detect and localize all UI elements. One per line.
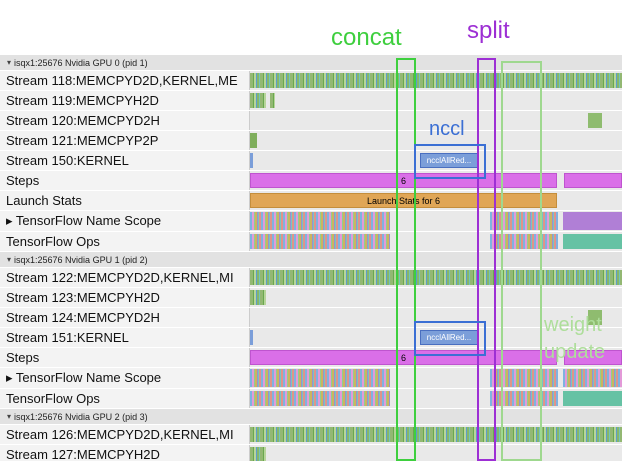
timeline-track	[250, 368, 622, 388]
timeline-track: ncclAllRed...	[250, 328, 622, 347]
trace-event[interactable]	[564, 350, 622, 365]
rows-container: ▾ isqx1:25676 Nvidia GPU 0 (pid 1) Stream …	[0, 55, 622, 461]
trace-event[interactable]	[564, 173, 622, 188]
timeline-track	[250, 71, 622, 90]
trace-event[interactable]	[250, 212, 390, 230]
timeline-row[interactable]: Stream 124:MEMCPYD2H	[0, 308, 622, 328]
timeline-track	[250, 211, 622, 231]
collapse-arrow-icon[interactable]: ▾	[7, 412, 12, 421]
trace-event[interactable]	[250, 391, 390, 406]
group-label: isqx1:25676 Nvidia GPU 0 (pid 1)	[14, 57, 148, 68]
timeline-track	[250, 288, 622, 307]
row-label: ▸ TensorFlow Name Scope	[0, 211, 250, 231]
timeline-track	[250, 131, 622, 150]
row-label: TensorFlow Ops	[0, 232, 250, 251]
timeline-track	[250, 232, 622, 251]
timeline-row[interactable]: Launch Stats Launch Stats for 6	[0, 191, 622, 211]
gpu-group-header[interactable]: ▾ isqx1:25676 Nvidia GPU 0 (pid 1)	[0, 55, 622, 71]
row-label: Stream 127:MEMCPYH2D	[0, 445, 250, 461]
timeline-row[interactable]: Stream 120:MEMCPYD2H	[0, 111, 622, 131]
trace-event[interactable]	[490, 234, 558, 249]
trace-event[interactable]	[490, 391, 558, 406]
row-label: Steps	[0, 348, 250, 367]
timeline-track	[250, 308, 622, 327]
trace-event[interactable]: Launch Stats for 6	[250, 193, 557, 208]
timeline-track	[250, 111, 622, 130]
trace-event[interactable]	[250, 330, 253, 345]
trace-event[interactable]	[250, 153, 253, 168]
trace-event[interactable]	[563, 369, 622, 387]
trace-event[interactable]	[250, 369, 390, 387]
trace-event[interactable]	[250, 73, 622, 88]
timeline-row[interactable]: TensorFlow Ops	[0, 232, 622, 252]
trace-event[interactable]: 6	[250, 350, 557, 365]
trace-event[interactable]	[563, 212, 622, 230]
trace-event[interactable]	[490, 212, 558, 230]
trace-event[interactable]	[270, 93, 275, 108]
row-label: Stream 118:MEMCPYD2D,KERNEL,ME	[0, 71, 250, 90]
row-label: Stream 150:KERNEL	[0, 151, 250, 170]
timeline-row[interactable]: Stream 126:MEMCPYD2D,KERNEL,MI	[0, 425, 622, 445]
trace-event[interactable]	[250, 447, 266, 461]
timeline-track	[250, 268, 622, 287]
timeline-track	[250, 91, 622, 110]
collapse-arrow-icon[interactable]: ▾	[7, 58, 12, 67]
timeline-track: 6	[250, 348, 622, 367]
row-label: TensorFlow Ops	[0, 389, 250, 408]
timeline-row[interactable]: Steps 6	[0, 348, 622, 368]
trace-event[interactable]	[563, 391, 622, 406]
trace-event[interactable]	[563, 234, 622, 249]
timeline-track: ncclAllRed...	[250, 151, 622, 170]
timeline-row[interactable]: TensorFlow Ops	[0, 389, 622, 409]
timeline-row[interactable]: Steps 6	[0, 171, 622, 191]
trace-event[interactable]	[588, 310, 602, 325]
trace-event[interactable]	[250, 290, 266, 305]
collapse-arrow-icon[interactable]: ▾	[7, 255, 12, 264]
timeline-row[interactable]: Stream 121:MEMCPYP2P	[0, 131, 622, 151]
timeline-row[interactable]: Stream 150:KERNEL ncclAllRed...	[0, 151, 622, 171]
gpu-group-header[interactable]: ▾ isqx1:25676 Nvidia GPU 2 (pid 3)	[0, 409, 622, 425]
trace-event[interactable]: ncclAllRed...	[420, 330, 478, 345]
trace-event[interactable]	[588, 113, 602, 128]
split-annotation-label: split	[467, 17, 510, 44]
timeline-row[interactable]: Stream 151:KERNEL ncclAllRed...	[0, 328, 622, 348]
timeline-row[interactable]: Stream 122:MEMCPYD2D,KERNEL,MI	[0, 268, 622, 288]
group-label: isqx1:25676 Nvidia GPU 2 (pid 3)	[14, 411, 148, 422]
trace-event[interactable]	[250, 93, 266, 108]
trace-event[interactable]	[250, 133, 257, 148]
timeline-track: 6	[250, 171, 622, 190]
timeline-row[interactable]: Stream 123:MEMCPYH2D	[0, 288, 622, 308]
timeline-row[interactable]: Stream 118:MEMCPYD2D,KERNEL,ME	[0, 71, 622, 91]
concat-annotation-label: concat	[331, 24, 402, 51]
timeline-track: Launch Stats for 6	[250, 191, 622, 210]
timeline-row[interactable]: Stream 127:MEMCPYH2D	[0, 445, 622, 461]
trace-event[interactable]	[250, 234, 390, 249]
row-label: ▸ TensorFlow Name Scope	[0, 368, 250, 388]
group-label: isqx1:25676 Nvidia GPU 1 (pid 2)	[14, 254, 148, 265]
row-label: Stream 119:MEMCPYH2D	[0, 91, 250, 110]
trace-event[interactable]	[250, 270, 622, 285]
timeline-row[interactable]: ▸ TensorFlow Name Scope	[0, 211, 622, 232]
trace-event[interactable]: 6	[250, 173, 557, 188]
timeline-track	[250, 445, 622, 461]
trace-event[interactable]	[490, 369, 558, 387]
row-label: Launch Stats	[0, 191, 250, 210]
row-label: Stream 151:KERNEL	[0, 328, 250, 347]
timeline-track	[250, 425, 622, 444]
trace-event[interactable]: ncclAllRed...	[420, 153, 478, 168]
row-label: Steps	[0, 171, 250, 190]
row-label: Stream 122:MEMCPYD2D,KERNEL,MI	[0, 268, 250, 287]
row-label: Stream 121:MEMCPYP2P	[0, 131, 250, 150]
trace-event[interactable]	[250, 427, 622, 442]
row-label: Stream 123:MEMCPYH2D	[0, 288, 250, 307]
timeline-row[interactable]: Stream 119:MEMCPYH2D	[0, 91, 622, 111]
row-label: Stream 126:MEMCPYD2D,KERNEL,MI	[0, 425, 250, 444]
row-label: Stream 120:MEMCPYD2H	[0, 111, 250, 130]
row-label: Stream 124:MEMCPYD2H	[0, 308, 250, 327]
timeline-track	[250, 389, 622, 408]
timeline-row[interactable]: ▸ TensorFlow Name Scope	[0, 368, 622, 389]
gpu-group-header[interactable]: ▾ isqx1:25676 Nvidia GPU 1 (pid 2)	[0, 252, 622, 268]
